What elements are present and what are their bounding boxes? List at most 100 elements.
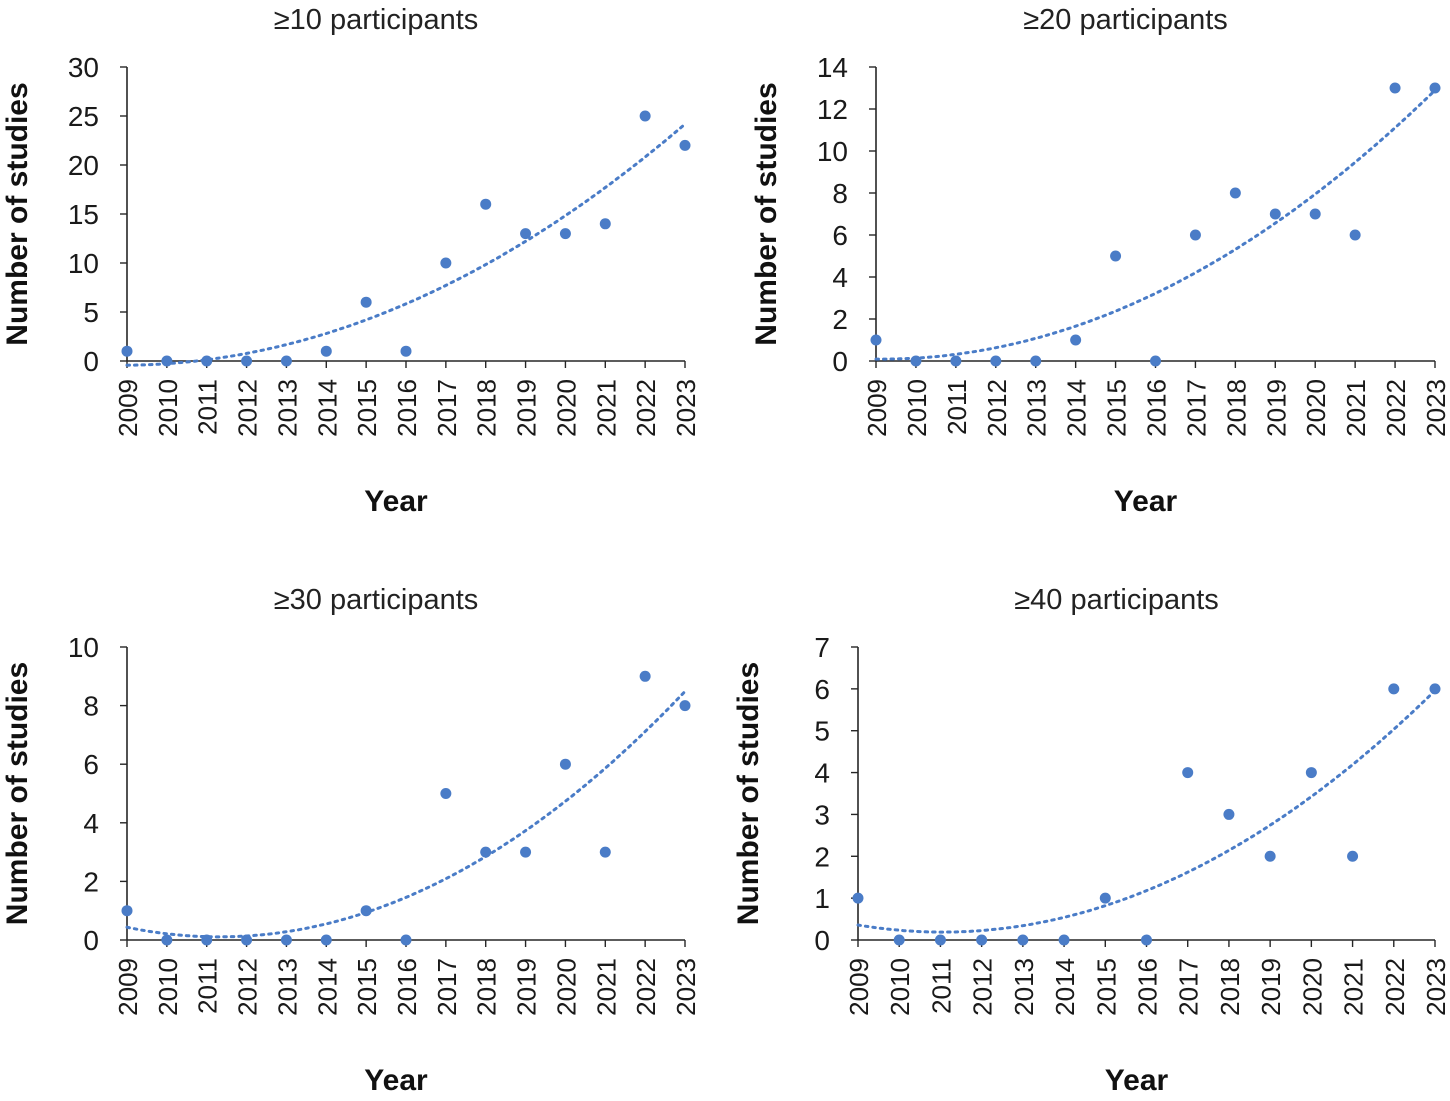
data-point-2013 [280, 934, 292, 946]
x-tick-label: 2015 [352, 379, 382, 437]
data-point-2012 [990, 355, 1002, 367]
data-point-2022 [639, 670, 651, 682]
x-tick-label: 2023 [671, 958, 701, 1016]
y-tick-label: 6 [83, 749, 99, 780]
x-tick-label: 2010 [885, 958, 915, 1016]
data-point-2017 [440, 257, 452, 269]
y-tick-label: 2 [832, 304, 848, 335]
x-tick-label: 2019 [1256, 958, 1286, 1016]
chart-title: ≥20 participants [1023, 4, 1228, 36]
data-point-2015 [360, 296, 372, 308]
data-point-2022 [1389, 82, 1401, 94]
x-tick-label: 2012 [968, 958, 998, 1016]
data-point-2009 [870, 334, 882, 346]
x-tick-label: 2021 [591, 958, 621, 1016]
data-point-2023 [1429, 82, 1441, 94]
data-point-2023 [1429, 683, 1441, 695]
data-point-2023 [679, 700, 691, 712]
x-tick-label: 2018 [472, 958, 502, 1016]
y-tick-label: 10 [68, 632, 99, 663]
data-point-2009 [121, 345, 133, 357]
y-tick-label: 5 [814, 716, 830, 747]
data-point-2023 [679, 139, 691, 151]
x-tick-label: 2009 [844, 958, 874, 1016]
x-axis-title: Year [364, 1064, 428, 1096]
chart-panel-4: ≥40 participants 0 1 2 3 4 5 6 7 2009 2010 2011 2012… [732, 584, 1450, 1097]
data-point-2013 [1017, 934, 1029, 946]
y-tick-label: 10 [817, 136, 848, 167]
x-tick-label: 2020 [551, 958, 581, 1016]
x-tick-label: 2022 [1381, 379, 1411, 437]
y-tick-label: 30 [68, 52, 99, 83]
x-tick-label: 2019 [512, 958, 542, 1016]
data-point-2014 [1058, 934, 1070, 946]
x-tick-label: 2013 [1009, 958, 1039, 1016]
x-axis-title: Year [364, 485, 428, 518]
data-point-2018 [1229, 187, 1241, 199]
y-tick-label: 10 [68, 248, 99, 279]
data-point-2016 [1150, 355, 1161, 367]
x-axis-title: Year [1114, 485, 1178, 518]
trendline [125, 689, 687, 939]
x-tick-label: 2013 [272, 958, 302, 1016]
x-tick-label: 2016 [1142, 379, 1172, 437]
data-point-2017 [1189, 229, 1201, 241]
x-tick-label: 2016 [1133, 958, 1163, 1016]
y-tick-label: 0 [83, 346, 99, 377]
trendline [874, 88, 1437, 361]
data-point-2013 [280, 355, 292, 367]
x-tick-label: 2011 [926, 958, 956, 1014]
y-tick-label: 0 [832, 346, 848, 377]
data-point-2009 [121, 905, 133, 917]
data-point-2018 [480, 198, 492, 210]
y-tick-label: 4 [83, 808, 99, 839]
y-tick-label: 20 [68, 150, 99, 181]
x-tick-label: 2010 [902, 379, 932, 437]
x-tick-label: 2013 [272, 379, 302, 437]
data-point-2011 [201, 355, 213, 367]
y-tick-label: 8 [83, 691, 99, 722]
y-axis-title: Number of studies [1, 82, 34, 345]
x-tick-label: 2009 [113, 379, 143, 437]
data-point-2019 [520, 228, 532, 240]
x-tick-label: 2017 [432, 958, 462, 1016]
y-tick-label: 0 [83, 925, 99, 956]
data-point-2020 [559, 758, 571, 770]
data-point-2021 [599, 218, 611, 230]
data-point-2017 [440, 788, 452, 799]
data-point-2020 [559, 228, 571, 240]
x-tick-label: 2015 [352, 958, 382, 1016]
data-point-2020 [1305, 767, 1317, 779]
trendline [125, 122, 687, 367]
y-tick-label: 2 [814, 841, 830, 872]
y-tick-label: 0 [814, 925, 830, 956]
data-point-2020 [1309, 208, 1321, 220]
x-tick-label: 2015 [1102, 379, 1132, 437]
data-point-2009 [852, 892, 864, 904]
x-tick-label: 2022 [1380, 958, 1410, 1016]
x-tick-label: 2016 [392, 958, 422, 1016]
data-point-2011 [201, 934, 213, 946]
data-point-2016 [1141, 934, 1152, 946]
x-tick-label: 2014 [312, 958, 342, 1016]
data-point-2012 [241, 355, 253, 367]
y-tick-label: 8 [832, 178, 848, 209]
x-tick-label: 2019 [1261, 379, 1291, 437]
x-tick-label: 2017 [432, 379, 462, 437]
data-point-2014 [320, 934, 332, 946]
y-tick-label: 4 [814, 758, 830, 789]
data-point-2022 [639, 110, 651, 122]
y-tick-label: 25 [68, 101, 99, 132]
x-tick-label: 2022 [631, 379, 661, 437]
data-point-2018 [1223, 808, 1235, 820]
data-point-2016 [400, 345, 412, 357]
chart-panel-1: ≥10 participants 0 5 10 15 20 25 30 2009 2010 2011… [1, 4, 701, 518]
data-point-2012 [976, 934, 988, 946]
x-tick-label: 2010 [153, 958, 183, 1016]
y-tick-label: 15 [68, 199, 99, 230]
y-tick-label: 2 [83, 866, 99, 897]
chart-title: ≥10 participants [274, 4, 479, 36]
x-tick-label: 2017 [1181, 379, 1211, 437]
data-point-2019 [1269, 208, 1281, 220]
